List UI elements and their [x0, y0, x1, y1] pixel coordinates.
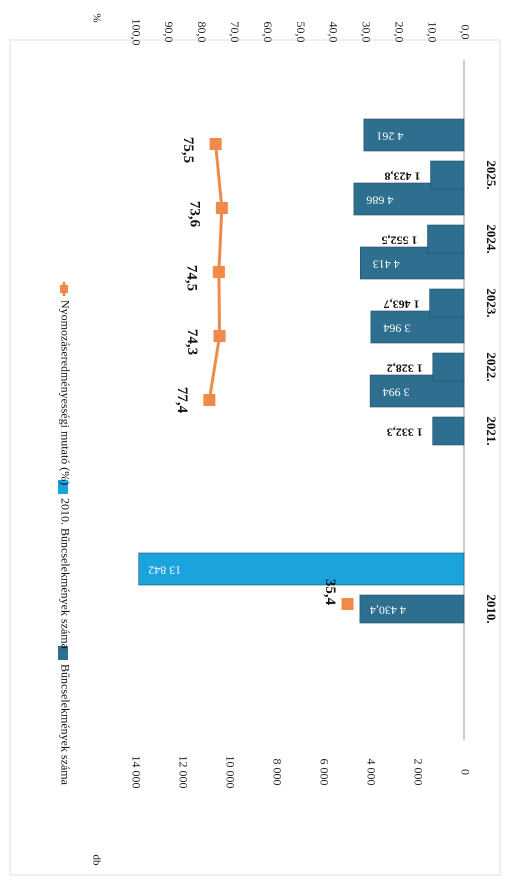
left-axis-tick: 0	[458, 769, 472, 775]
point-label: 74,3	[184, 329, 200, 355]
bar-label-series-1: 4 430,4	[370, 603, 406, 617]
legend-label: Nyomozáseredményességi mutató (%)	[58, 300, 72, 485]
right-axis-tick: 50,0	[294, 22, 308, 43]
bar-series-1	[359, 594, 465, 624]
legend-label: 2010. Bűncselekmények száma	[58, 498, 72, 650]
line-point	[341, 598, 354, 610]
line-point	[213, 330, 226, 342]
bar-label-series-2: 4 413	[373, 257, 400, 271]
category-label: 2010.	[484, 594, 499, 623]
right-axis-tick: 90,0	[162, 22, 176, 43]
left-axis-tick: 12 000	[176, 756, 190, 789]
point-label: 77,4	[174, 387, 190, 414]
bar-label-series-2: 4 261	[376, 129, 403, 143]
bar-label-series-1: 1 552,5	[382, 233, 418, 247]
line-point	[209, 138, 222, 150]
left-axis-tick: 8 000	[270, 759, 284, 786]
right-axis-tick: 0,0	[458, 25, 472, 40]
left-axis-tick: 14 000	[129, 756, 143, 789]
point-label: 75,5	[180, 137, 196, 163]
category-label: 2021.	[484, 416, 499, 445]
point-label: 73,6	[186, 201, 202, 228]
right-axis-tick: 40,0	[327, 22, 341, 43]
bar-label-series-1: 1 332,3	[387, 425, 423, 439]
bar-label-series-1: 1 463,7	[384, 297, 420, 311]
bar-series-2	[363, 118, 465, 152]
bar-label-series-2: 13 842	[148, 563, 181, 577]
bar-label-series-2: 3 964	[383, 321, 410, 335]
right-axis-tick: 100,0	[129, 19, 143, 46]
right-axis-tick: 20,0	[392, 22, 406, 43]
category-label: 2023.	[484, 288, 499, 317]
category-label: 2025.	[484, 160, 499, 189]
bar-series-1	[432, 352, 465, 382]
plot-frame	[9, 39, 501, 876]
line-point	[203, 394, 216, 406]
left-axis-tick: 2 000	[411, 759, 425, 786]
left-axis-tick: 6 000	[317, 759, 331, 786]
bar-label-series-1: 1 328,2	[387, 361, 423, 375]
legend-label: Bűncselekmények száma	[58, 664, 72, 786]
right-axis-tick: 80,0	[195, 22, 209, 43]
left-axis-tick: 4 000	[364, 759, 378, 786]
legend-marker	[60, 285, 68, 293]
right-axis-tick: 70,0	[228, 22, 242, 43]
point-label: 74,5	[183, 265, 199, 291]
right-axis-tick: 60,0	[261, 22, 275, 43]
right-axis-tick: 30,0	[360, 22, 374, 43]
legend: Bűncselekmények száma 2010. Bűncselekmény…	[58, 282, 72, 786]
left-axis-tick: 10 000	[223, 756, 237, 789]
point-label: 35,4	[322, 579, 338, 606]
bar-label-series-1: 1 423,8	[385, 169, 421, 183]
line-point	[212, 266, 225, 278]
bar-series-2	[138, 552, 465, 586]
bar-label-series-2: 3 994	[383, 385, 410, 399]
legend-swatch	[58, 480, 68, 494]
bar-series-1	[427, 224, 465, 254]
right-axis-unit: %	[90, 13, 102, 22]
right-axis-tick: 10,0	[425, 22, 439, 43]
bar-series-1	[429, 288, 465, 318]
category-label: 2024.	[484, 224, 499, 253]
bar-series-1	[430, 160, 465, 190]
left-axis-unit: db	[90, 855, 102, 867]
category-label: 2022.	[484, 352, 499, 381]
bar-label-series-2: 4 686	[366, 193, 393, 207]
legend-swatch	[58, 646, 68, 660]
bar-series-1	[432, 416, 465, 446]
line-point	[215, 202, 228, 214]
